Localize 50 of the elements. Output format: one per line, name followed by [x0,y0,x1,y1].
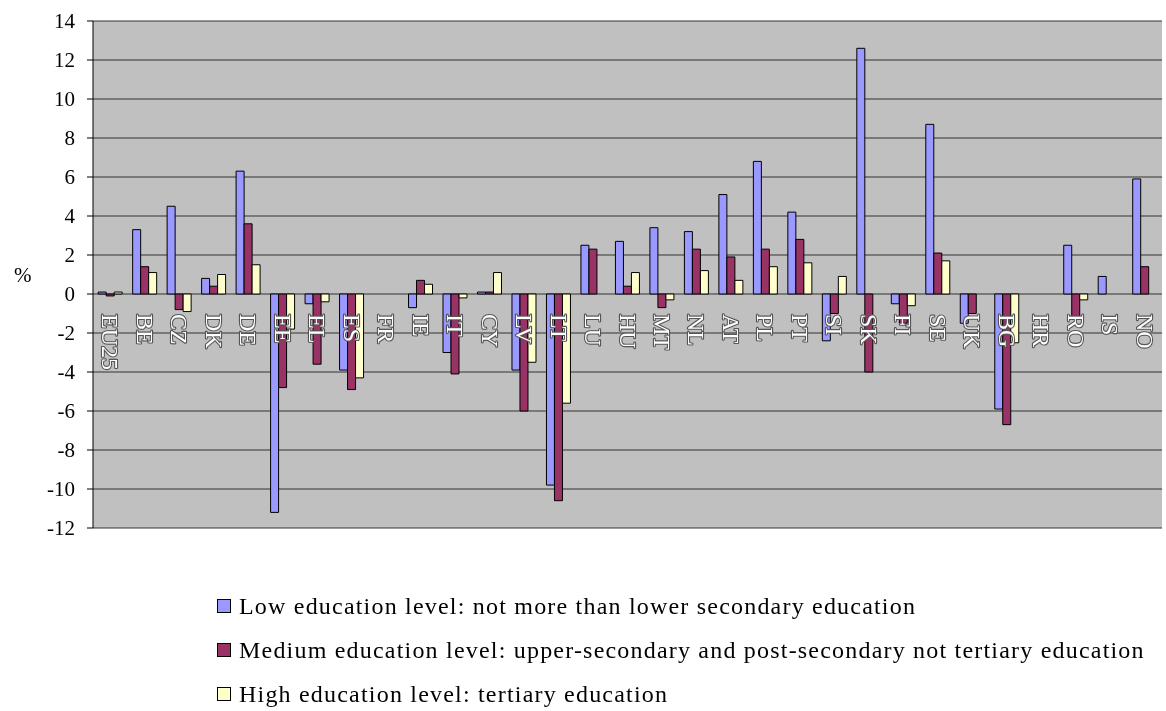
y-tick-label: -2 [57,321,75,346]
x-tick-label: LV [511,314,538,345]
x-tick-label: CZ [166,314,193,345]
bar [1097,275,1107,295]
y-tick-label: 8 [64,126,75,151]
x-tick-label: FR [373,314,400,344]
x-tick-label: DK [200,314,227,350]
x-tick-label: SI [821,314,848,336]
y-tick-label: 14 [54,9,76,34]
y-tick-label: 10 [54,87,75,112]
x-tick-label: BE [131,314,158,345]
x-tick-label: PL [752,314,779,343]
x-tick-label: EE [269,314,296,344]
x-tick-label: EU25 [97,314,124,370]
x-tick-label: HU [614,314,641,349]
x-tick-label: IE [407,314,434,337]
legend-label: Low education level: not more than lower secondary education [239,593,917,619]
y-tick-label: 12 [54,48,75,73]
legend-label: High education level: tertiary education [239,681,669,707]
x-tick-label: HR [1028,314,1055,348]
y-tick-label: 6 [64,165,75,190]
y-tick-label: 2 [64,243,75,268]
x-tick-label: FI [890,314,917,336]
x-tick-label: IT [442,314,469,337]
x-tick-label: CY [476,314,503,348]
x-tick-label: SE [924,314,951,343]
y-tick-label: 4 [64,204,76,229]
legend-label: Medium education level: upper-secondary and post-secondary not tertiary education [239,637,1145,663]
x-tick-label: LT [545,314,572,342]
y-tick-label: -4 [57,360,76,385]
y-tick-label: -12 [47,516,75,541]
x-tick-label: DE [235,314,262,346]
x-tick-label: AT [717,314,744,344]
x-tick-label: IS [1097,314,1124,336]
y-tick-label: -10 [47,477,75,502]
x-tick-label: RO [1062,314,1089,348]
x-tick-label: NL [683,314,710,346]
x-tick-label: ES [338,314,365,343]
x-tick-label: LU [580,314,607,346]
y-axis-title: % [14,262,32,287]
x-tick-label: UK [959,314,986,350]
y-tick-label: -8 [57,438,75,463]
x-tick-label: NO [1131,314,1158,349]
y-tick-label: -6 [57,399,75,424]
x-tick-label: MT [648,314,675,351]
x-tick-label: EL [304,314,331,344]
x-tick-label: BG [993,314,1020,348]
x-tick-label: PT [786,314,813,343]
x-tick-label: SK [855,314,882,346]
y-tick-label: 0 [64,282,75,307]
